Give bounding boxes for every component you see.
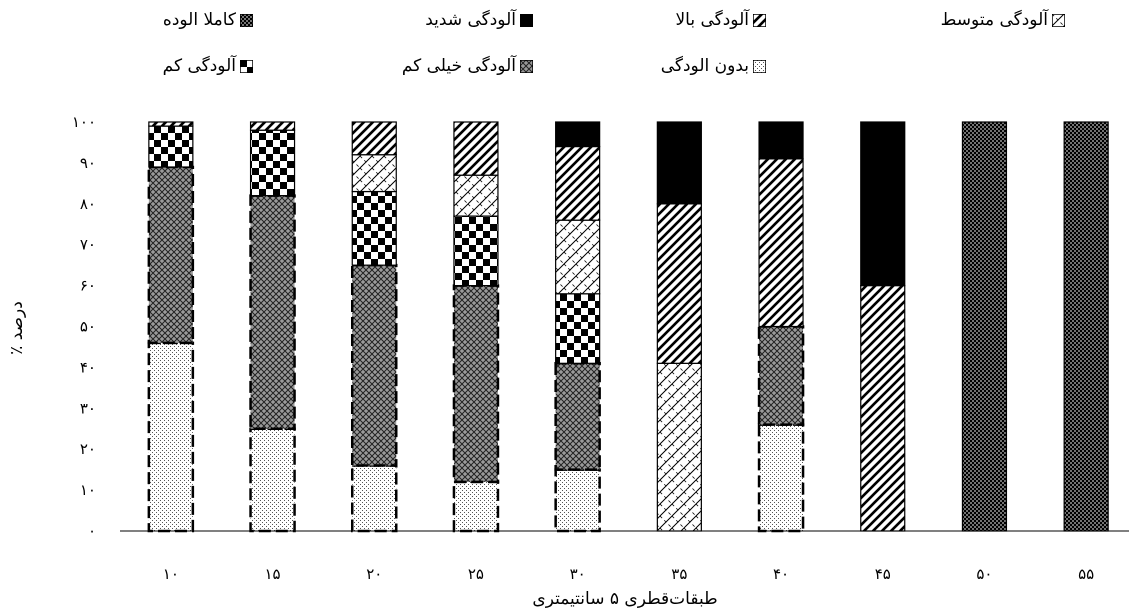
y-tick-label: ۳۰ xyxy=(80,399,96,417)
y-tick-label: ۷۰ xyxy=(80,236,96,254)
y-tick-label: ۴۰ xyxy=(80,358,96,376)
bar-segment-high xyxy=(453,121,499,176)
legend-item-verylow: آلودگی خیلی کم xyxy=(402,56,533,76)
y-axis-title: درصد ٪ xyxy=(7,301,27,355)
bar-segment-high xyxy=(249,121,296,131)
bar-segment-complete xyxy=(961,121,1008,532)
bar-segment-high xyxy=(555,145,601,221)
legend-label-complete: کاملا الوده xyxy=(162,10,236,30)
legend-swatch-none xyxy=(753,59,766,73)
bar-segment-high xyxy=(758,158,804,328)
x-tick-label: ۵۰ xyxy=(976,565,992,583)
legend-label-low: آلودگی کم xyxy=(162,56,236,76)
y-tick-label: ۱۰۰ xyxy=(72,113,96,131)
legend-swatch-high xyxy=(753,13,766,27)
bar-segment-complete xyxy=(1063,121,1109,532)
legend-label-medium: آلودگی متوسط xyxy=(940,10,1048,30)
bar-segment-low xyxy=(249,129,296,197)
bar-segment-high xyxy=(860,285,906,532)
legend-swatch-severe xyxy=(520,13,533,27)
legend-swatch-medium xyxy=(1052,13,1065,27)
y-tick-label: ۵۰ xyxy=(80,318,96,336)
legend-label-verylow: آلودگی خیلی کم xyxy=(401,56,516,76)
bar-segment-high xyxy=(351,121,397,156)
bar-segment-none xyxy=(249,427,296,533)
y-tick-label: ۹۰ xyxy=(80,154,96,172)
x-tick-label: ۳۵ xyxy=(671,565,687,583)
bar-segment-low xyxy=(453,215,499,287)
y-tick-label: ۱۰ xyxy=(80,481,96,499)
x-tick-label: ۳۰ xyxy=(570,565,586,583)
y-tick-label: ۲۰ xyxy=(80,440,96,458)
bar-segment-verylow xyxy=(249,194,296,430)
bar-segment-none xyxy=(554,468,601,533)
bar-segment-none xyxy=(452,480,500,533)
bar-segment-none xyxy=(757,423,805,533)
bar-segment-verylow xyxy=(757,325,805,426)
y-tick-label: ۶۰ xyxy=(80,277,96,295)
bar-segment-verylow xyxy=(351,263,398,467)
bar-segment-medium xyxy=(351,154,397,193)
bar-segment-high xyxy=(148,121,194,127)
x-axis-title: طبقات‌قطری ۵ سانتیمتری xyxy=(532,589,717,609)
bar-segment-low xyxy=(148,125,194,168)
y-tick-label: ۰ xyxy=(88,522,96,540)
bar-segment-severe xyxy=(656,121,702,205)
legend-item-none: بدون الودگی xyxy=(661,56,766,76)
x-tick-label: ۲۵ xyxy=(468,565,484,583)
bar-segment-low xyxy=(351,190,397,266)
legend-item-low: آلودگی کم xyxy=(163,56,253,76)
x-tick-label: ۱۰ xyxy=(163,565,179,583)
legend-label-severe: آلودگی شدید xyxy=(425,10,516,30)
legend-swatch-complete xyxy=(240,13,253,27)
bar-segment-verylow xyxy=(147,165,195,345)
legend-label-high: آلودگی بالا xyxy=(675,10,749,30)
legend-swatch-low xyxy=(240,59,253,73)
legend-item-complete: کاملا الوده xyxy=(163,10,253,30)
bar-segment-medium xyxy=(453,174,499,217)
legend-label-none: بدون الودگی xyxy=(660,56,749,76)
bar-segment-high xyxy=(656,203,702,364)
bar-segment-medium xyxy=(656,362,702,532)
x-tick-label: ۴۵ xyxy=(875,565,891,583)
legend-item-high: آلودگی بالا xyxy=(675,10,766,30)
bar-segment-low xyxy=(555,293,601,364)
bar-segment-none xyxy=(147,341,195,533)
plot-area: ۰ ۱۰ ۲۰ ۳۰ ۴۰ ۵۰ ۶۰ ۷۰ ۸۰ ۹۰ ۱۰۰ ۱۰ ۱۵ ۲۰ ۲۵ ۳۰ ۳۵ ۴۰ ۴۵ ۵۰… xyxy=(72,113,1109,583)
legend-item-severe: آلودگی شدید xyxy=(425,10,533,30)
x-tick-label: ۲۰ xyxy=(366,565,382,583)
bar-segment-severe xyxy=(555,121,601,148)
x-tick-label: ۴۰ xyxy=(773,565,789,583)
legend-swatch-verylow xyxy=(520,59,533,73)
bar-segment-severe xyxy=(860,121,906,287)
x-tick-label: ۱۵ xyxy=(264,565,280,583)
bar-segment-severe xyxy=(758,121,804,160)
x-tick-label: ۵۵ xyxy=(1078,565,1094,583)
legend-item-medium: آلودگی متوسط xyxy=(941,10,1065,30)
bar-segment-none xyxy=(351,464,398,533)
bar-segment-verylow xyxy=(554,362,601,471)
bar-segment-verylow xyxy=(452,284,500,484)
bar-segment-medium xyxy=(555,219,601,295)
y-tick-label: ۸۰ xyxy=(80,195,96,213)
